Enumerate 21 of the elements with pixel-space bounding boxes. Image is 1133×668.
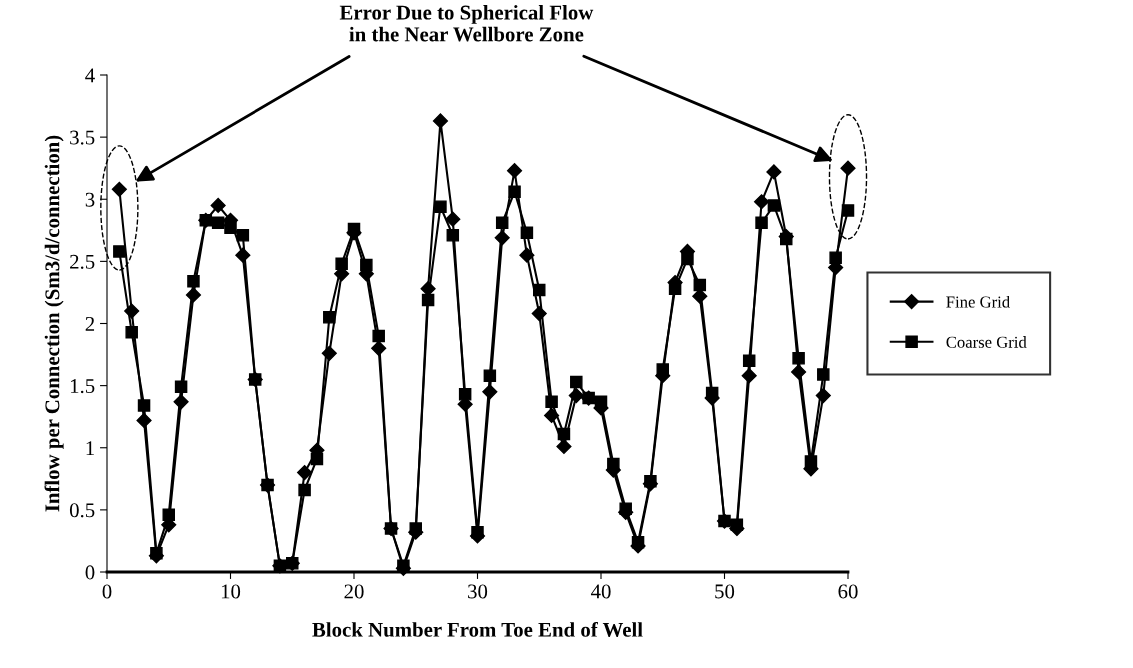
x-tick-label: 50 [715, 584, 735, 599]
x-tick-label: 30 [468, 584, 488, 599]
x-tick-label: 20 [344, 584, 364, 599]
y-tick-label: 3.5 [70, 130, 95, 145]
text: Error Due to Spherical Flow in the Near Wellbore Zone [339, 4, 594, 42]
y-tick-label: 0.5 [69, 503, 95, 518]
legend-label: Coarse Grid [946, 336, 1027, 348]
y-axis-title: Inflow per Connection (Sm3/d/connection) [44, 135, 64, 512]
y-tick-label: 1.5 [70, 379, 95, 394]
x-tick-label: 40 [590, 584, 611, 599]
y-tick-label: 1 [86, 441, 94, 455]
x-tick-label: 0 [102, 584, 112, 599]
y-tick-label: 0 [85, 565, 95, 580]
y-tick-label: 2 [85, 316, 95, 331]
x-axis-title: Block Number From Toe End of Well [312, 621, 643, 637]
x-tick-label: 60 [838, 584, 858, 599]
y-tick-label: 2.5 [70, 254, 95, 269]
y-tick-label: 4 [85, 68, 95, 83]
x-tick-label: 10 [221, 584, 241, 599]
legend-label: Fine Grid [946, 295, 1010, 308]
y-tick-label: 3 [85, 192, 95, 207]
